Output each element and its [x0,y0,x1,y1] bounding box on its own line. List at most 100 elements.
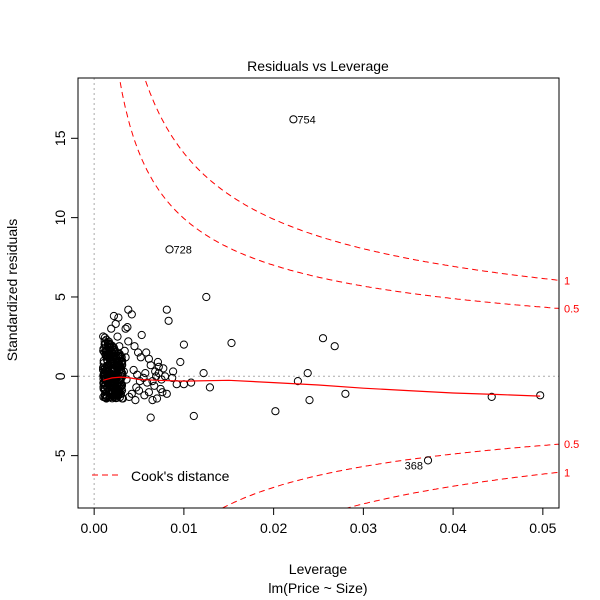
smoother-group [102,376,541,397]
y-tick-label: -5 [52,449,68,462]
data-points [99,115,545,465]
legend-label-cooks-distance: Cook's distance [131,468,230,484]
data-point [176,357,185,367]
outlier-label-754: 754 [297,114,315,126]
outlier-labels: 754 728 368 [174,114,423,472]
chart-title: Residuals vs Leverage [247,58,389,74]
data-point [99,392,108,402]
cooks-level-label-upper-1: 1 [564,275,570,287]
cooks-curve-lower-0.5 [221,443,559,508]
smoother-line [102,376,541,397]
data-point [112,393,122,402]
cooks-distance-curves [118,78,559,508]
data-point [157,375,166,384]
data-point [179,340,188,349]
data-point [111,319,120,328]
data-point [134,348,143,357]
data-point [146,413,155,422]
data-point [110,355,119,364]
data-point [122,375,131,384]
data-point [118,394,128,403]
y-axis-label: Standardized residuals [4,219,20,361]
data-point [123,323,132,332]
x-axis: 0.00 0.01 0.02 0.03 0.04 0.05 [81,508,557,536]
data-point [106,380,115,389]
x-tick-label: 0.04 [439,520,466,536]
x-tick-label: 0.01 [170,520,197,536]
data-point [103,352,113,361]
cooks-level-label-lower-0.5: 0.5 [564,439,579,451]
cooks-level-labels: 0.5 0.5 1 1 [564,275,579,479]
data-point [169,367,178,376]
y-tick-label: 0 [52,372,68,380]
data-point [99,382,108,392]
y-tick-label: 10 [52,210,68,226]
data-point [205,383,214,392]
data-point [105,355,115,364]
cooks-level-label-upper-0.5: 0.5 [564,303,579,315]
x-axis-label: Leverage [289,561,348,577]
data-point [536,391,545,400]
data-point [141,369,150,378]
data-point [227,338,236,348]
data-point [159,364,168,373]
cooks-curve-upper-0.5 [118,78,559,309]
data-point [105,342,114,351]
data-point [150,381,159,390]
outlier-label-368: 368 [405,460,423,472]
data-point [330,342,339,351]
cooks-level-label-lower-1: 1 [564,467,570,479]
data-point [152,394,162,403]
data-point [127,310,136,319]
data-point [487,392,496,401]
x-axis-subtitle: lm(Price ~ Size) [268,580,367,596]
data-point [121,324,130,333]
data-point [104,337,114,346]
cooks-curve-upper-1 [144,78,559,281]
data-point [114,384,123,393]
outlier-point-754 [289,115,298,124]
data-point [103,364,113,373]
data-point [120,346,129,355]
data-point [146,361,155,370]
data-point [158,388,167,397]
y-tick-label: 5 [52,293,68,301]
data-point [148,396,157,405]
data-point [303,369,312,378]
data-point [153,357,162,367]
data-point [99,359,108,368]
data-point [168,373,177,382]
data-point [271,407,280,416]
data-point [119,367,128,376]
outlier-point-728 [165,245,174,254]
data-point [199,369,208,378]
y-tick-label: 15 [52,130,68,146]
data-point [162,389,171,398]
data-point [189,411,198,421]
data-point [134,386,144,395]
outlier-point-368 [423,456,433,465]
legend: Cook's distance [92,468,230,484]
data-point [136,353,145,362]
data-point [117,359,127,368]
y-axis: -5 0 5 10 15 [52,130,78,462]
data-point [202,292,211,302]
data-point [99,332,108,341]
data-point [124,337,133,346]
data-point [107,324,116,333]
x-tick-label: 0.00 [81,520,108,536]
data-point [305,396,314,405]
data-point [131,396,140,405]
cooks-curve-lower-1 [345,471,559,508]
data-point [318,334,328,343]
data-point [100,364,110,373]
data-point [143,378,152,387]
data-point [118,368,127,377]
data-point [151,367,160,376]
data-point [137,330,146,340]
data-point [121,353,130,362]
data-point [102,346,111,356]
outlier-label-728: 728 [174,244,192,256]
